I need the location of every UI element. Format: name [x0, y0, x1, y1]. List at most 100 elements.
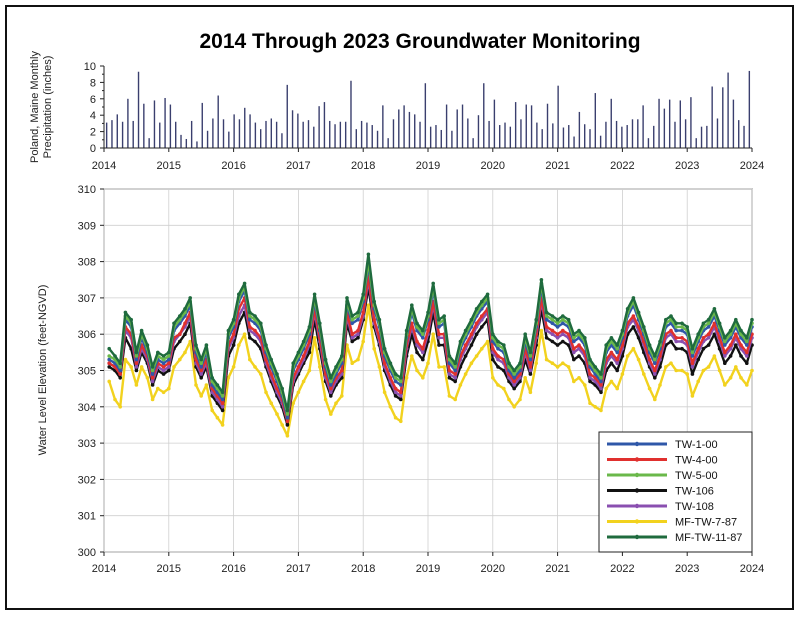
legend-label-mf-tw-11-87: MF-TW-11-87 — [675, 532, 742, 544]
series-point-tw-5-00 — [674, 325, 678, 329]
series-point-mf-tw-11-87 — [167, 350, 171, 355]
series-point-tw-106 — [566, 343, 571, 347]
series-point-mf-tw-7-87 — [734, 365, 738, 369]
series-point-mf-tw-11-87 — [447, 354, 452, 358]
series-point-tw-106 — [696, 357, 700, 362]
groundwater-panel: Water Level Elevation (feet-NGVD) 300 301… — [37, 184, 764, 575]
precip-ylabel-line2: Precipitation (inches) — [42, 56, 54, 159]
series-point-tw-108 — [680, 339, 684, 344]
series-point-mf-tw-7-87 — [340, 394, 344, 398]
series-point-tw-5-00 — [356, 314, 360, 318]
series-point-tw-4-00 — [161, 365, 166, 369]
series-point-mf-tw-7-87 — [723, 383, 727, 387]
groundwater-series — [107, 252, 754, 438]
legend-label-tw-5-00: TW-5-00 — [675, 470, 718, 482]
series-point-mf-tw-7-87 — [167, 386, 171, 391]
series-point-tw-4-00 — [415, 339, 419, 344]
series-point-tw-4-00 — [491, 346, 495, 351]
series-point-mf-tw-7-87 — [129, 365, 133, 369]
series-point-tw-106 — [512, 386, 516, 391]
series-point-mf-tw-11-87 — [318, 321, 322, 326]
series-point-tw-106 — [393, 394, 398, 398]
series-point-tw-4-00 — [566, 332, 571, 337]
series-point-mf-tw-11-87 — [615, 343, 619, 347]
series-point-mf-tw-11-87 — [604, 343, 608, 347]
series-point-mf-tw-11-87 — [583, 336, 587, 340]
series-point-tw-106 — [712, 332, 717, 337]
series-point-mf-tw-11-87 — [442, 314, 447, 318]
legend-label-tw-1-00: TW-1-00 — [675, 439, 718, 451]
series-point-tw-4-00 — [167, 361, 171, 366]
series-point-tw-1-00 — [248, 317, 252, 322]
series-point-mf-tw-7-87 — [550, 361, 555, 366]
series-point-mf-tw-11-87 — [577, 328, 581, 333]
series-point-tw-106 — [701, 346, 706, 351]
series-point-tw-1-00 — [674, 328, 678, 333]
series-point-mf-tw-11-87 — [701, 321, 706, 326]
series-point-mf-tw-7-87 — [356, 357, 360, 362]
series-point-mf-tw-7-87 — [259, 372, 263, 376]
legend-label-tw-106: TW-106 — [675, 486, 714, 498]
series-point-mf-tw-11-87 — [669, 314, 673, 318]
series-point-tw-4-00 — [220, 401, 225, 406]
series-point-tw-4-00 — [615, 357, 619, 362]
series-point-mf-tw-7-87 — [469, 361, 474, 366]
legend: TW-1-00 TW-4-00 TW-5-00 TW-106 TW-108 MF-TW-7… — [598, 431, 753, 553]
series-point-tw-1-00 — [134, 357, 139, 362]
series-point-tw-4-00 — [647, 357, 652, 362]
series-point-tw-4-00 — [194, 357, 198, 362]
series-point-mf-tw-11-87 — [183, 307, 187, 311]
precip-xtick-label: 2024 — [740, 160, 764, 172]
series-point-mf-tw-7-87 — [237, 343, 241, 347]
series-point-mf-tw-11-87 — [329, 376, 333, 380]
series-point-tw-108 — [544, 328, 549, 333]
series-point-mf-tw-7-87 — [539, 328, 544, 333]
series-point-tw-4-00 — [555, 332, 560, 337]
series-point-tw-106 — [653, 376, 657, 380]
series-point-tw-5-00 — [599, 376, 603, 380]
series-point-mf-tw-11-87 — [642, 325, 646, 329]
series-point-tw-4-00 — [107, 361, 111, 366]
series-point-tw-4-00 — [231, 332, 236, 337]
series-point-tw-106 — [669, 339, 673, 344]
series-point-mf-tw-11-87 — [139, 328, 144, 333]
series-point-mf-tw-7-87 — [334, 401, 338, 406]
series-point-tw-1-00 — [150, 372, 155, 376]
series-point-tw-4-00 — [134, 361, 139, 366]
series-point-tw-5-00 — [512, 372, 516, 376]
series-point-tw-4-00 — [739, 343, 743, 347]
series-point-mf-tw-11-87 — [572, 332, 576, 337]
series-point-mf-tw-11-87 — [653, 354, 657, 358]
series-point-tw-4-00 — [463, 343, 468, 347]
series-point-mf-tw-11-87 — [502, 343, 506, 347]
series-point-mf-tw-11-87 — [507, 361, 511, 366]
series-point-mf-tw-11-87 — [544, 310, 549, 315]
precip-xtick-label: 2021 — [545, 160, 569, 172]
series-point-tw-1-00 — [555, 325, 560, 329]
series-point-tw-4-00 — [680, 336, 684, 340]
series-point-tw-106 — [134, 368, 139, 373]
series-point-tw-106 — [588, 379, 592, 384]
precip-ytick-label: 2 — [90, 127, 96, 139]
series-point-tw-106 — [706, 343, 711, 347]
series-point-mf-tw-7-87 — [329, 412, 333, 416]
series-point-tw-108 — [167, 365, 171, 369]
series-point-mf-tw-11-87 — [134, 350, 139, 355]
gw-xtick-label: 2015 — [157, 563, 181, 575]
series-point-mf-tw-11-87 — [496, 339, 500, 344]
series-point-tw-5-00 — [745, 339, 749, 344]
series-point-tw-4-00 — [550, 328, 555, 333]
series-point-mf-tw-7-87 — [323, 397, 328, 402]
gw-xtick-label: 2016 — [221, 563, 245, 575]
series-point-tw-1-00 — [561, 321, 565, 326]
series-point-tw-1-00 — [118, 368, 122, 373]
series-point-mf-tw-11-87 — [625, 307, 630, 311]
series-point-tw-4-00 — [426, 328, 430, 333]
series-point-mf-tw-11-87 — [280, 386, 285, 391]
series-point-mf-tw-11-87 — [717, 321, 722, 326]
series-point-mf-tw-7-87 — [183, 350, 187, 355]
series-point-mf-tw-7-87 — [593, 405, 597, 409]
series-point-mf-tw-7-87 — [685, 372, 689, 376]
series-point-mf-tw-7-87 — [625, 354, 630, 358]
series-point-tw-108 — [599, 386, 603, 391]
